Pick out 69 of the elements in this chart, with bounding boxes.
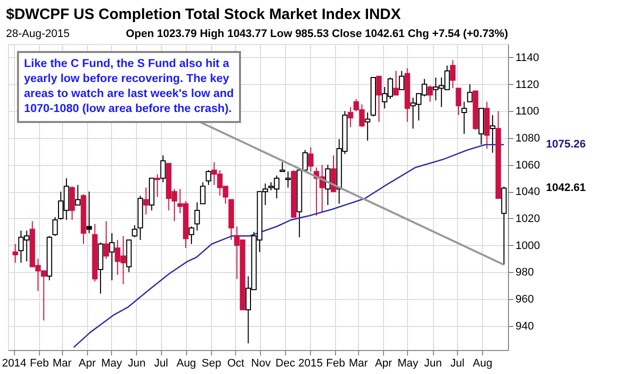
candlestick [132,224,138,238]
y-tick-label: 1000 [516,240,540,252]
x-tick-label: Aug [472,358,492,370]
x-tick-label: Jun [128,358,146,370]
candlestick [393,70,399,96]
candlestick [456,88,462,116]
text: Open 1023.79 High 1043.77 Low 985.53 Close 1042.61 Chg +7.54 (+0.73%) [126,28,508,40]
x-tick-label: Aug [176,358,196,370]
x-tick-label: May [397,358,419,370]
x-tick-label: Jul [154,358,168,370]
candlestick [302,150,308,172]
candlestick [86,191,92,234]
x-tick-label: Feb [30,358,49,370]
candlestick [194,202,200,232]
candlestick [143,187,149,215]
candlestick [348,106,354,128]
x-tick-label: Sep [202,358,222,370]
candlestick [364,112,370,142]
candlestick [467,84,473,102]
text: 28-Aug-2015 [6,28,70,40]
candlestick [12,243,18,264]
text: 1075.26 [546,138,586,151]
x-tick-label: Jul [450,358,464,370]
y-tick-label: 1020 [516,212,540,225]
candlestick [103,220,109,260]
x-tick-label: Dec [276,358,296,370]
x-tick-label: Oct [227,358,244,370]
x-tick-label: Jun [424,358,442,370]
candlestick [330,154,336,192]
y-tick-label: 940 [516,320,534,332]
y-tick-label: 1120 [516,78,540,91]
candlestick [450,60,456,89]
candlestick [285,171,291,188]
x-tick-label: Mar [348,358,368,370]
x-tick-label: 2015 [298,358,323,370]
candlestick [427,85,433,102]
y-tick-label: 1060 [516,159,540,172]
candlestick [154,174,160,198]
candlestick [398,70,404,90]
candlestick [52,216,58,236]
x-tick-label: Apr [78,358,96,370]
candlestick [69,186,75,220]
candlestick [188,226,194,244]
x-tick-label: Mar [52,358,72,370]
chart-title: $DWCPF US Completion Total Stock Market Index INDX [6,6,401,23]
y-tick-label: 1080 [516,132,540,144]
x-tick-label: May [101,358,122,370]
y-tick-label: 980 [516,266,534,279]
candlestick [490,114,496,154]
line-series [73,144,505,348]
y-tick-label: 1140 [516,52,540,64]
candlestick [376,76,382,122]
x-tick-label: 2014 [2,358,26,370]
y-tick-label: 1040 [516,186,540,198]
x-tick-label: Nov [251,358,272,370]
y-tick-label: 960 [516,294,534,306]
x-tick-label: Apr [374,358,392,370]
x-tick-label: Feb [326,358,346,370]
candlestick [280,162,286,172]
candlestick [109,232,115,281]
candlestick [200,182,206,204]
candlestick [461,101,467,134]
candlestick [160,154,166,183]
text: 1042.61 [546,182,586,194]
candlestick [206,170,212,186]
candlestick [308,146,314,172]
candlestick [75,184,81,206]
annotation: Like the C Fund, the S Fund also hit a yearly low before recovering. The key areas to watch are last week's low and 1070-1080 (low area before the crash). [24,58,234,115]
y-tick-label: 1100 [516,106,540,118]
